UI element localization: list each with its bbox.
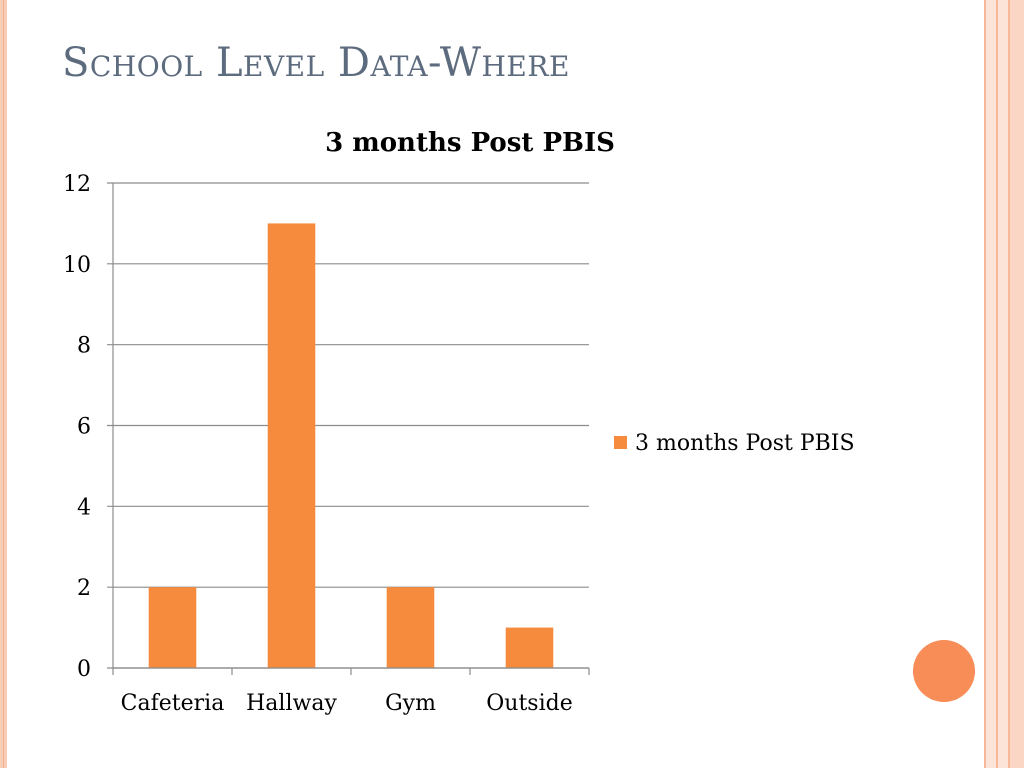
y-tick-label: 10 — [63, 253, 91, 278]
x-category-label: Gym — [385, 691, 436, 716]
bar-hallway — [267, 223, 316, 668]
x-axis: Cafeteria Hallway Gym Outside — [112, 183, 590, 716]
chart-title: 3 months Post PBIS — [325, 128, 615, 158]
y-tick-label: 2 — [77, 576, 91, 601]
y-axis-ticks: 0 2 4 6 8 10 12 — [63, 172, 91, 682]
y-tick-label: 4 — [77, 495, 91, 520]
bars — [148, 223, 554, 668]
legend-swatch — [614, 436, 627, 449]
x-category-label: Cafeteria — [121, 691, 225, 716]
x-category-label: Outside — [486, 691, 572, 716]
y-tick-label: 8 — [77, 334, 91, 359]
orange-circle-decoration — [913, 640, 975, 702]
legend: 3 months Post PBIS — [614, 431, 855, 456]
x-category-label: Hallway — [246, 691, 337, 716]
y-tick-label: 6 — [77, 415, 91, 440]
slide-title: School Level Data-Where — [62, 40, 570, 86]
right-border-decoration — [978, 0, 1024, 768]
bar-gym — [386, 587, 435, 668]
left-border-decoration — [0, 0, 7, 768]
bar-cafeteria — [148, 587, 197, 668]
y-tick-label: 0 — [77, 657, 91, 682]
y-tick-label: 12 — [63, 172, 91, 197]
bar-outside — [505, 627, 554, 668]
legend-label: 3 months Post PBIS — [635, 431, 855, 456]
